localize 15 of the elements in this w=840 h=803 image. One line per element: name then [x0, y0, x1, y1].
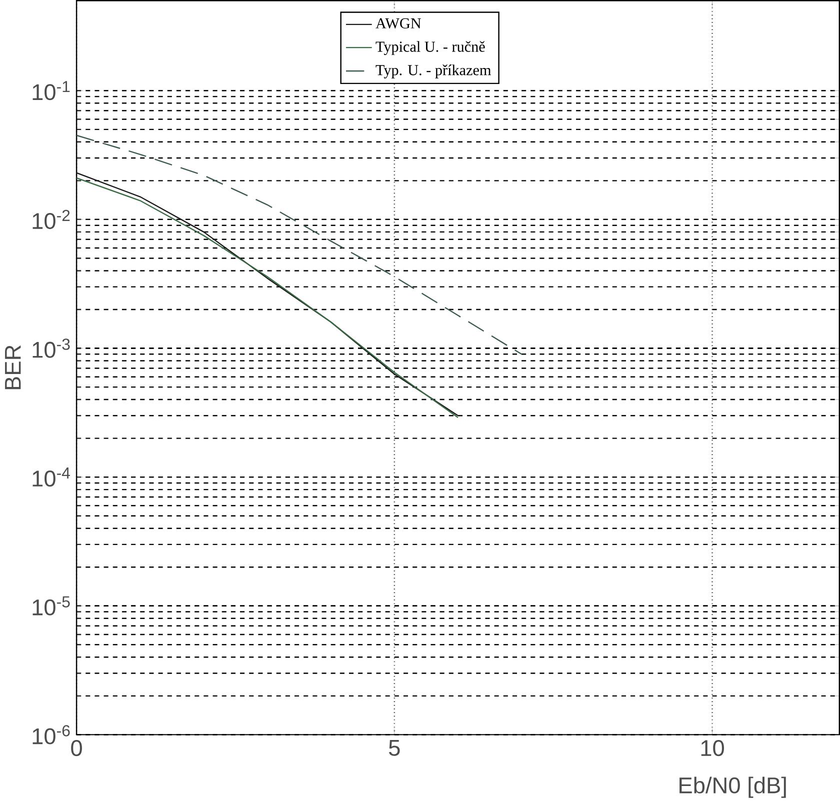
- y-tick-label: 10$^{-4}$: [32, 468, 70, 487]
- y-tick-label: 10$^{-6}$: [32, 725, 70, 744]
- y-axis-title: BER: [5, 345, 21, 390]
- line-series: [76, 134, 522, 355]
- x-tick-label: 0: [71, 740, 82, 756]
- y-tick-label: 10$^{-1}$: [32, 81, 70, 100]
- x-axis-title: Eb/N0 [dB]: [680, 776, 786, 798]
- y-tick-label: 10$^{-2}$: [32, 210, 70, 230]
- legend-label: Typical U. - ručně: [376, 41, 485, 55]
- y-tick-label: 10$^{-5}$: [32, 596, 70, 616]
- legend-label: Typ. U. - příkazem: [376, 64, 492, 78]
- x-tick-label: 10: [701, 740, 724, 756]
- legend-label: AWGN: [376, 18, 421, 29]
- y-tick-label: 10$^{-3}$: [32, 338, 70, 358]
- x-tick-label: 5: [388, 740, 400, 756]
